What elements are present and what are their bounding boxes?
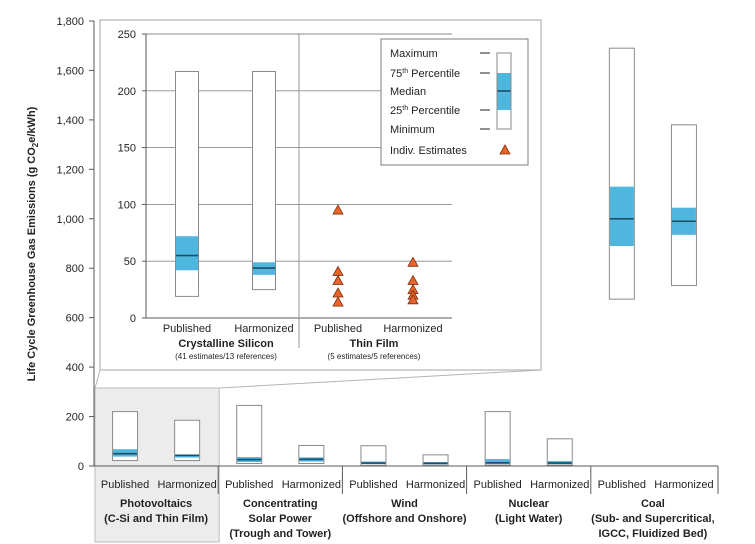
y-axis-label-part: e/kWh) bbox=[26, 106, 38, 142]
estimate-marker bbox=[332, 274, 344, 285]
box-0-range bbox=[360, 445, 387, 466]
legend-label: 75th Percentile bbox=[390, 68, 460, 80]
main-chart: 0 200 400 600 800 1,000 1,200 1,400 1,600 1,800 Li… bbox=[26, 16, 719, 543]
legend-label-part: Percentile bbox=[408, 105, 460, 117]
y-tick-label: 800 bbox=[66, 263, 84, 275]
group-label: Coal bbox=[641, 498, 665, 510]
group-label: Photovoltaics bbox=[120, 498, 192, 510]
inset-category-label: Harmonized bbox=[383, 323, 442, 335]
box-1-range bbox=[422, 454, 449, 466]
inset-box-1-range bbox=[252, 70, 276, 291]
inset-y-tick-label: 150 bbox=[118, 143, 136, 155]
inset-category-label: Published bbox=[163, 323, 211, 335]
box-0-range bbox=[608, 47, 635, 300]
box-0-range bbox=[484, 411, 511, 466]
inset-y-tick-label: 50 bbox=[124, 256, 136, 268]
inset-group-label: Thin Film bbox=[350, 338, 399, 350]
inset-y-tick-label: 200 bbox=[118, 86, 136, 98]
box-1-range bbox=[670, 124, 697, 287]
inset-group-label: Crystalline Silicon bbox=[178, 338, 274, 350]
box-1-range bbox=[174, 419, 201, 462]
legend-label: Median bbox=[390, 86, 426, 98]
legend-label: Indiv. Estimates bbox=[390, 145, 467, 157]
x-category-label: Published bbox=[225, 479, 273, 491]
inset-y-tick-label: 0 bbox=[130, 313, 136, 325]
legend-label: Minimum bbox=[390, 124, 435, 136]
group-label: Nuclear bbox=[509, 498, 550, 510]
legend-label: 25th Percentile bbox=[390, 105, 460, 117]
y-tick-label: 1,400 bbox=[56, 115, 84, 127]
y-tick-label: 400 bbox=[66, 362, 84, 374]
inset-y-tick-label: 100 bbox=[118, 199, 136, 211]
y-axis-label-part: Life Cycle Greenhouse Gas Emissions (g C… bbox=[26, 147, 38, 382]
group-label: (Sub- and Supercritical, bbox=[591, 513, 714, 525]
x-category-label: Harmonized bbox=[654, 479, 713, 491]
box-1-range bbox=[546, 438, 573, 466]
y-tick-label: 1,600 bbox=[56, 65, 84, 77]
legend-label-part: 75 bbox=[390, 68, 402, 80]
legend-label-part: 25 bbox=[390, 105, 402, 117]
x-category-label: Harmonized bbox=[406, 479, 465, 491]
x-category-label: Published bbox=[598, 479, 646, 491]
estimate-marker bbox=[407, 256, 419, 267]
inset-group-note: (41 estimates/13 references) bbox=[175, 352, 277, 361]
y-tick-label: 1,800 bbox=[56, 16, 84, 28]
zoom-connector bbox=[94, 369, 101, 389]
y-axis-label-subscript: 2 bbox=[31, 142, 40, 147]
y-tick-label: 200 bbox=[66, 412, 84, 424]
inset-group-note: (5 estimates/5 references) bbox=[328, 352, 421, 361]
legend-label-superscript: th bbox=[402, 105, 408, 112]
inset-category-label: Harmonized bbox=[234, 323, 293, 335]
group-label: (Offshore and Onshore) bbox=[342, 513, 466, 525]
legend-triangle-marker bbox=[499, 144, 511, 155]
estimate-marker bbox=[332, 204, 344, 215]
inset-box-0-iqr bbox=[176, 236, 198, 271]
legend-label-superscript: th bbox=[402, 68, 408, 75]
box-0-iqr bbox=[609, 186, 634, 246]
x-category-label: Published bbox=[101, 479, 149, 491]
inset-y-tick-label: 250 bbox=[118, 29, 136, 41]
legend-label-part: Percentile bbox=[408, 68, 460, 80]
box-0-iqr bbox=[485, 459, 510, 465]
group-label: Concentrating bbox=[243, 498, 318, 510]
group-label: Wind bbox=[391, 498, 418, 510]
group-label: (Trough and Tower) bbox=[229, 528, 331, 540]
y-axis-label: Life Cycle Greenhouse Gas Emissions (g C… bbox=[26, 106, 40, 381]
y-tick-label: 0 bbox=[78, 461, 84, 473]
y-tick-label: 1,000 bbox=[56, 214, 84, 226]
group-label: IGCC, Fluidized Bed) bbox=[599, 528, 708, 540]
zoom-connector bbox=[218, 369, 542, 389]
group-label: (C-Si and Thin Film) bbox=[104, 513, 208, 525]
x-category-label: Harmonized bbox=[282, 479, 341, 491]
x-category-label: Published bbox=[349, 479, 397, 491]
estimate-marker bbox=[332, 296, 344, 307]
group-label: Solar Power bbox=[249, 513, 313, 525]
x-category-label: Published bbox=[473, 479, 521, 491]
x-category-label: Harmonized bbox=[157, 479, 216, 491]
inset-chart: 0 50 100 150 200 250 Published Harmonized Crysta… bbox=[99, 19, 542, 371]
legend-label: Maximum bbox=[390, 48, 438, 60]
box-0-range bbox=[236, 404, 263, 465]
y-tick-label: 600 bbox=[66, 313, 84, 325]
group-label: (Light Water) bbox=[495, 513, 563, 525]
inset-category-label: Published bbox=[314, 323, 362, 335]
y-tick-label: 1,200 bbox=[56, 164, 84, 176]
estimate-marker bbox=[407, 294, 419, 305]
x-category-label: Harmonized bbox=[530, 479, 589, 491]
